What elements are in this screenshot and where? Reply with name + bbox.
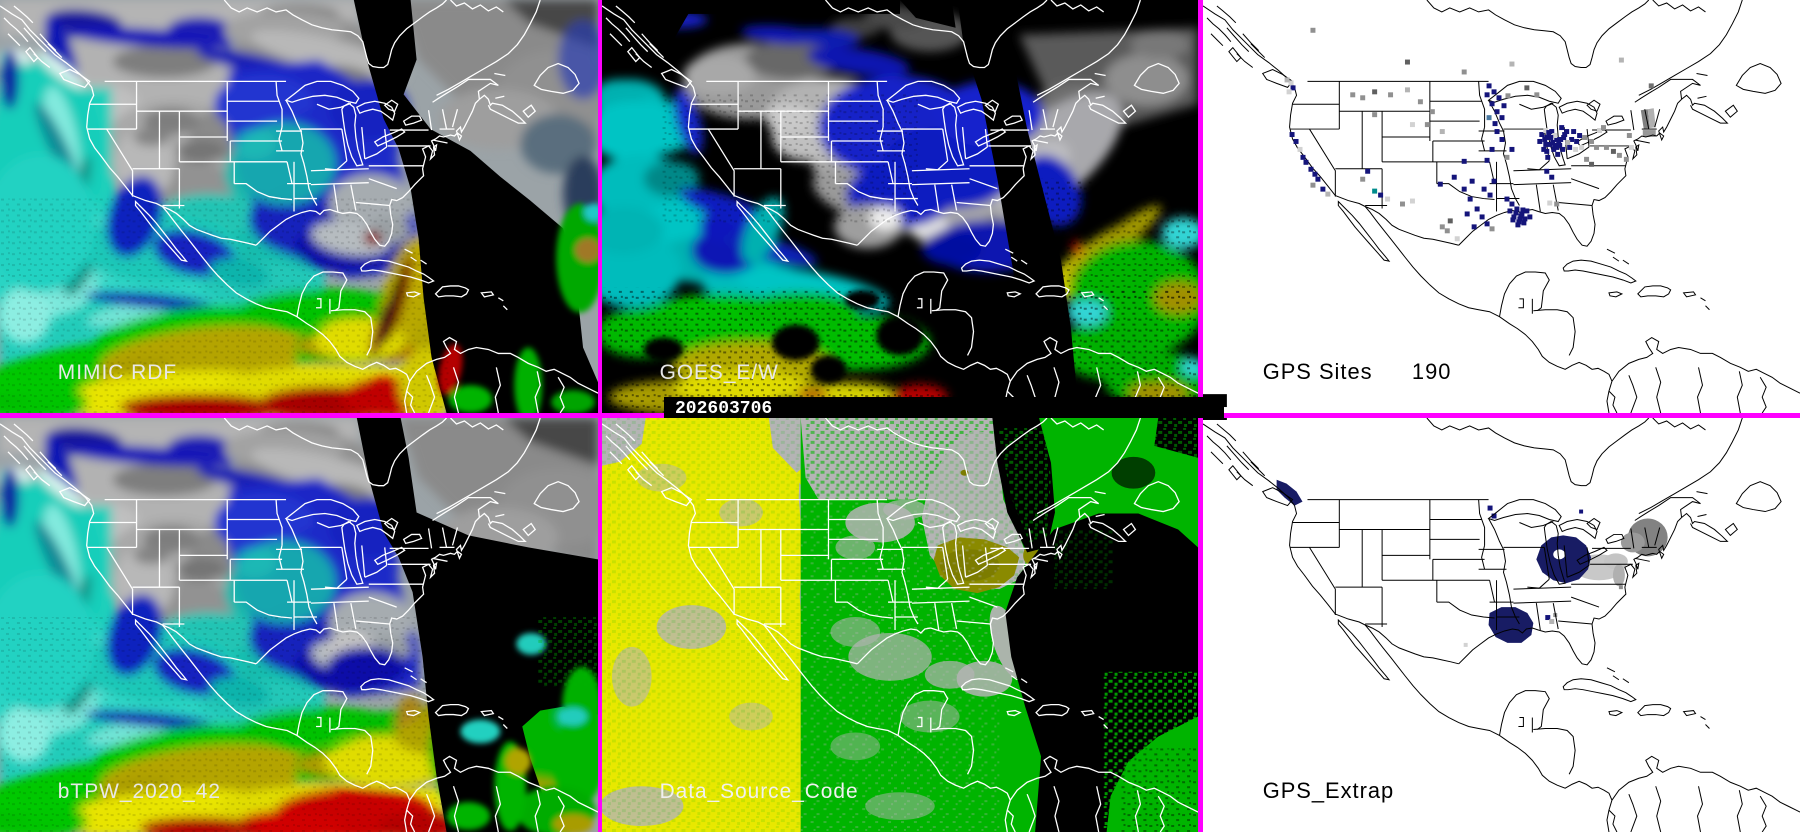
svg-text:bTPW_2020_42: bTPW_2020_42 [58,780,221,803]
svg-text:GPS Sites: GPS Sites [1263,359,1373,384]
svg-text:190: 190 [1412,359,1451,384]
svg-text:GPS_Extrap: GPS_Extrap [1263,778,1395,803]
svg-text:GOES_E/W: GOES_E/W [660,361,779,384]
svg-text:MIMIC RDF: MIMIC RDF [58,361,177,384]
svg-text:Data_Source_Code: Data_Source_Code [660,780,859,803]
